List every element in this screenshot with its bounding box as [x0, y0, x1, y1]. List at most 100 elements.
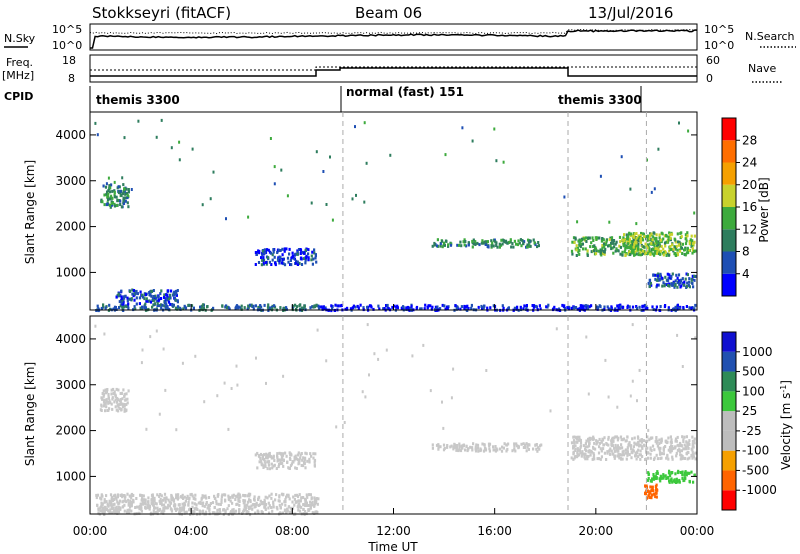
- scatter-cell: [234, 306, 237, 310]
- scatter-cell: [314, 253, 317, 257]
- scatter-cell: [238, 496, 241, 500]
- scatter-cell: [292, 256, 295, 260]
- scatter-cell: [278, 255, 281, 259]
- colorbar-tick-label: 25: [742, 404, 757, 418]
- scatter-cell: [103, 193, 106, 197]
- scatter-cell: [635, 232, 638, 235]
- scatter-cell: [339, 304, 342, 308]
- scatter-cell: [691, 442, 694, 446]
- scatter-cell: [608, 238, 611, 242]
- scatter-cell: [285, 495, 288, 499]
- scatter-cell: [140, 498, 143, 502]
- scatter-cell: [574, 236, 577, 240]
- scatter-cell: [138, 296, 141, 300]
- scatter-cell: [121, 402, 124, 406]
- scatter-cell: [166, 294, 169, 297]
- scatter-cell: [361, 390, 364, 394]
- scatter-cell: [482, 241, 485, 245]
- scatter-cell: [623, 233, 626, 237]
- scatter-cell: [629, 187, 632, 191]
- scatter-cell: [660, 437, 663, 441]
- scatter-cell: [578, 248, 581, 252]
- scatter-cell: [464, 240, 467, 243]
- scatter-cell: [431, 305, 434, 309]
- scatter-cell: [163, 293, 166, 297]
- scatter-cell: [693, 439, 696, 443]
- freq-frame: [89, 54, 698, 83]
- scatter-cell: [99, 408, 102, 412]
- scatter-cell: [628, 305, 631, 309]
- scatter-cell: [203, 504, 206, 508]
- scatter-cell: [592, 452, 595, 456]
- scatter-cell: [123, 296, 126, 300]
- scatter-cell: [549, 409, 552, 413]
- scatter-cell: [596, 236, 599, 240]
- scatter-cell: [630, 232, 633, 236]
- scatter-cell: [639, 449, 642, 453]
- scatter-cell: [458, 447, 461, 451]
- scatter-cell: [104, 401, 107, 405]
- scatter-cell: [655, 285, 658, 289]
- scatter-cell: [449, 243, 453, 247]
- scatter-cell: [118, 190, 121, 194]
- scatter-cell: [672, 249, 675, 253]
- scatter-cell: [122, 190, 125, 194]
- scatter-cell: [614, 249, 617, 253]
- scatter-cell: [650, 488, 653, 492]
- scatter-cell: [113, 180, 116, 184]
- scatter-cell: [103, 500, 106, 504]
- scatter-cell: [305, 254, 308, 258]
- scatter-cell: [158, 499, 161, 503]
- scatter-cell: [143, 293, 146, 297]
- scatter-cell: [635, 236, 638, 240]
- scatter-cell: [276, 452, 279, 456]
- time-axis: 00:00 04:00 08:00 12:00 16:00 20:00 00:00: [73, 304, 714, 538]
- scatter-cell: [643, 444, 646, 448]
- scatter-cell: [183, 495, 186, 499]
- scatter-cell: [583, 455, 586, 459]
- scatter-cell: [639, 234, 642, 237]
- scatter-cell: [121, 405, 124, 408]
- scatter-cell: [275, 493, 278, 497]
- scatter-cell: [520, 442, 523, 446]
- scatter-cell: [674, 439, 677, 443]
- scatter-cell: [462, 240, 465, 244]
- scatter-cell: [111, 203, 114, 207]
- scatter-cell: [107, 509, 110, 513]
- scatter-cell: [331, 305, 334, 308]
- scatter-cell: [114, 398, 117, 402]
- scatter-cell: [173, 290, 176, 294]
- scatter-cell: [476, 443, 480, 447]
- scatter-cell: [526, 445, 529, 449]
- scatter-cell: [95, 496, 98, 500]
- scatter-cell: [469, 445, 472, 449]
- scatter-cell: [150, 294, 153, 298]
- scatter-cell: [118, 507, 121, 510]
- scatter-cell: [259, 456, 262, 460]
- scatter-cell: [273, 459, 276, 462]
- scatter-cell: [138, 302, 141, 306]
- scatter-cell: [377, 304, 380, 308]
- scatter-cell: [311, 262, 314, 266]
- scatter-cell: [296, 458, 299, 461]
- scatter-cell: [611, 246, 614, 250]
- scatter-cell: [676, 435, 679, 439]
- cpid-segment-3: themis 3300: [558, 93, 642, 107]
- scatter-cell: [289, 464, 293, 468]
- scatter-cell: [107, 400, 110, 404]
- scatter-cell: [165, 302, 168, 306]
- scatter-cell: [278, 499, 281, 503]
- scatter-cell: [619, 240, 622, 244]
- scatter-cell: [113, 193, 116, 197]
- scatter-cell: [680, 443, 683, 447]
- scatter-cell: [286, 194, 289, 198]
- scatter-cell: [636, 435, 640, 439]
- scatter-cell: [581, 242, 584, 246]
- scatter-cell: [282, 464, 285, 468]
- scatter-cell: [299, 499, 302, 503]
- scatter-cell: [509, 240, 512, 244]
- scatter-cell: [572, 439, 576, 443]
- scatter-cell: [178, 140, 181, 144]
- scatter-cell: [607, 244, 610, 248]
- scatter-cell: [120, 289, 123, 293]
